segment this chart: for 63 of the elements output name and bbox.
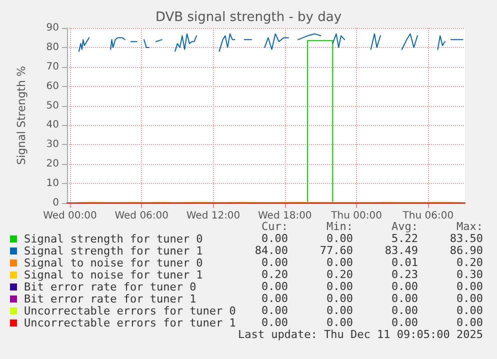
text: 0.20 — [262, 268, 288, 281]
text: 0.00 — [326, 292, 353, 305]
legend-label: Bit error rate for tuner 1 — [24, 292, 196, 306]
text: 83.50 — [450, 232, 483, 245]
legend-label: Signal strength for tuner 1 — [24, 244, 203, 258]
chart-title: DVB signal strength - by day — [155, 10, 342, 25]
y-tick-label: 0 — [52, 198, 59, 208]
y-tick-label: 30 — [46, 139, 59, 150]
text: 0.20 — [326, 268, 353, 281]
text: 0.00 — [262, 304, 288, 317]
text: Last update: Thu Dec 11 09:05:00 2025 — [238, 328, 483, 341]
text: 0.20 — [456, 256, 483, 269]
text: 83.49 — [384, 244, 418, 257]
text: Cur: — [262, 220, 288, 233]
text: 0.00 — [456, 280, 483, 293]
legend-label: Signal strength for tuner 0 — [24, 232, 203, 246]
x-tick-label: Wed 06:00 — [114, 210, 169, 222]
text: 0.00 — [262, 292, 288, 305]
y-axis-title: Signal Strength % — [15, 66, 28, 165]
y-tick-label: 90 — [46, 22, 59, 34]
text: 86.90 — [450, 244, 483, 257]
text: 0.00 — [456, 292, 483, 305]
text: 0.00 — [262, 316, 288, 329]
y-tick-label: 80 — [46, 42, 59, 53]
x-tick-label: Wed 12:00 — [186, 210, 240, 222]
y-tick-label: 40 — [46, 120, 59, 131]
y-tick-label: 70 — [46, 61, 59, 72]
text: 0.00 — [392, 292, 418, 305]
text: 0.30 — [456, 268, 483, 281]
text: 0.00 — [326, 256, 353, 269]
text: Max: — [456, 220, 483, 233]
x-tick-label: Wed 00:00 — [43, 210, 97, 222]
x-tick-label: Wed 18:00 — [258, 210, 312, 222]
y-tick-label: 50 — [46, 100, 59, 112]
text: 0.00 — [456, 304, 483, 317]
y-tick-label: 10 — [46, 178, 59, 190]
legend-label: Signal to noise for tuner 1 — [24, 268, 203, 282]
text: 0.00 — [262, 280, 288, 293]
text: Avg: — [392, 220, 418, 233]
text: 0.23 — [392, 268, 418, 281]
text: 0.00 — [456, 316, 483, 329]
y-tick-label: 20 — [46, 158, 59, 170]
legend-label: Bit error rate for tuner 0 — [24, 280, 196, 294]
text: 0.00 — [326, 316, 353, 329]
text: 0.00 — [392, 304, 418, 317]
x-tick-label: Thu 06:00 — [402, 210, 454, 222]
text: 0.00 — [326, 280, 353, 293]
legend-label: Signal to noise for tuner 0 — [24, 256, 203, 270]
text: Min: — [326, 220, 353, 233]
legend-label: Uncorrectable errors for tuner 1 — [24, 316, 236, 330]
text: 0.00 — [326, 304, 353, 317]
x-tick-label: Thu 00:00 — [330, 210, 382, 222]
text: 5.22 — [392, 232, 418, 245]
text: 84.00 — [254, 244, 288, 257]
text: 0.00 — [326, 232, 353, 245]
text: 0.00 — [392, 280, 418, 293]
text: 77.60 — [320, 244, 353, 257]
text: 0.00 — [392, 316, 418, 329]
legend-label: Uncorrectable errors for tuner 0 — [24, 304, 236, 318]
text: 0.00 — [262, 232, 288, 245]
text: 0.00 — [262, 256, 288, 269]
y-tick-label: 60 — [46, 80, 59, 92]
text: 0.01 — [392, 256, 418, 269]
